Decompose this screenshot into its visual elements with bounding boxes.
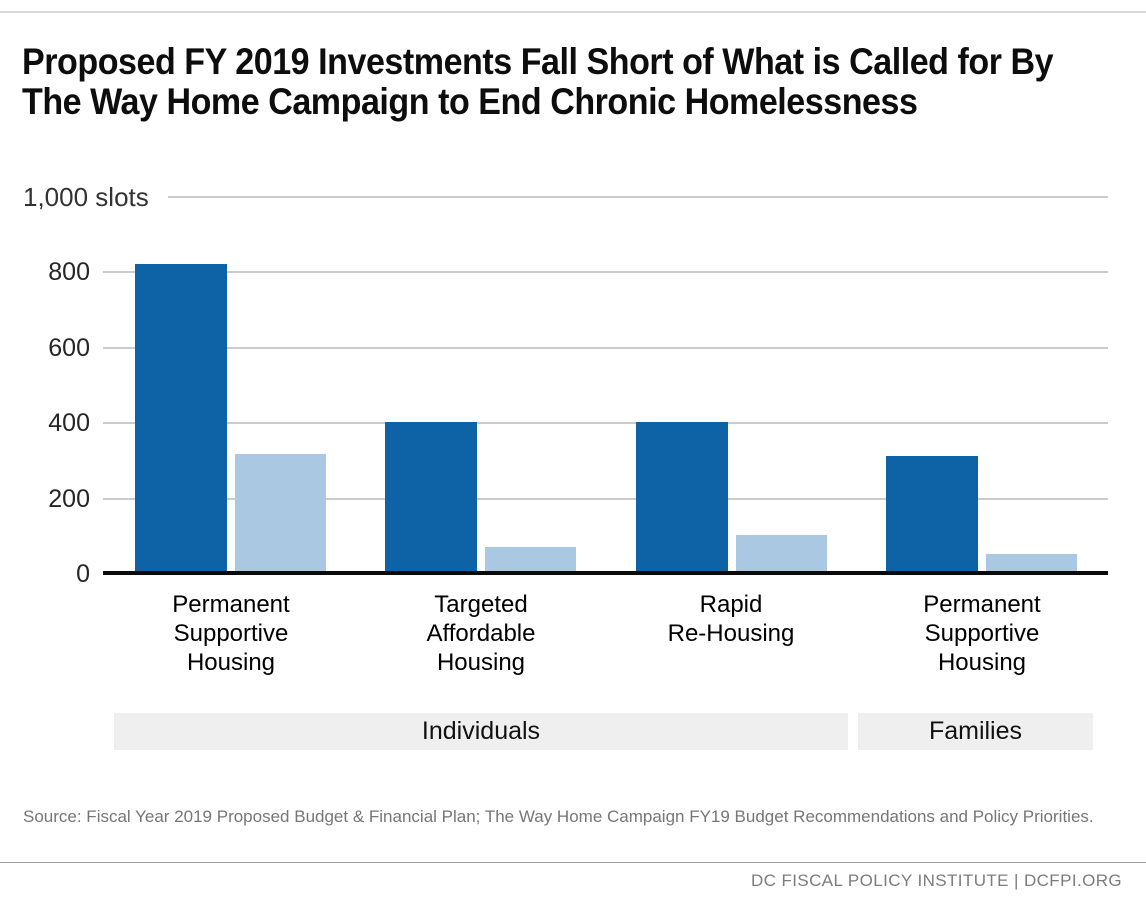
y-tick-0: 0 — [76, 560, 90, 588]
gridline-800 — [103, 271, 1108, 273]
chart-title-line2: The Way Home Campaign to End Chronic Hom… — [22, 81, 918, 122]
chart-title: Proposed FY 2019 Investments Fall Short … — [22, 41, 1054, 122]
group-band-label: Families — [928, 717, 1023, 745]
category-label-line: Rapid — [699, 591, 763, 618]
footer-divider — [0, 862, 1146, 863]
category-label-line: Permanent — [923, 591, 1041, 618]
category-label-line: Housing — [436, 649, 526, 676]
category-label-line: Re-Housing — [667, 620, 795, 647]
group-band-label: Individuals — [421, 717, 541, 745]
group-band-families: Families — [858, 713, 1093, 750]
light-blue-bar-1 — [235, 454, 326, 571]
group-band-individuals: Individuals — [114, 713, 848, 750]
category-label-2: Targeted Affordable Housing — [366, 590, 596, 677]
y-tick-400: 400 — [48, 409, 90, 437]
y-tick-200: 200 — [48, 485, 90, 513]
top-divider — [0, 11, 1146, 13]
light-blue-bar-2 — [485, 547, 576, 571]
y-axis-unit-label: 1,000 slots — [23, 182, 149, 212]
category-label-line: Supportive — [173, 620, 289, 647]
category-label-1: Permanent Supportive Housing — [116, 590, 346, 677]
gridline-400 — [103, 422, 1108, 424]
category-label-3: Rapid Re-Housing — [616, 590, 846, 648]
dark-blue-bar-1 — [135, 264, 227, 571]
light-blue-bar-4 — [986, 554, 1077, 571]
y-tick-600: 600 — [48, 334, 90, 362]
dark-blue-bar-2 — [385, 422, 477, 571]
y-tick-800: 800 — [48, 258, 90, 286]
category-label-line: Affordable — [426, 620, 536, 647]
category-label-line: Housing — [186, 649, 276, 676]
category-label-line: Supportive — [924, 620, 1040, 647]
gridline-200 — [103, 498, 1108, 500]
gridline-1000 — [168, 196, 1108, 198]
source-note: Source: Fiscal Year 2019 Proposed Budget… — [23, 807, 1094, 826]
chart-title-line1: Proposed FY 2019 Investments Fall Short … — [22, 41, 1054, 82]
category-label-line: Targeted — [434, 591, 528, 618]
site-footer-branding: DC FISCAL POLICY INSTITUTE | DCFPI.ORG — [751, 871, 1122, 890]
category-label-4: Permanent Supportive Housing — [867, 590, 1097, 677]
x-axis-line — [103, 571, 1108, 575]
category-label-line: Housing — [937, 649, 1027, 676]
gridline-600 — [103, 347, 1108, 349]
dark-blue-bar-4 — [886, 456, 978, 571]
light-blue-bar-3 — [736, 535, 827, 571]
dark-blue-bar-3 — [636, 422, 728, 571]
category-label-line: Permanent — [172, 591, 290, 618]
